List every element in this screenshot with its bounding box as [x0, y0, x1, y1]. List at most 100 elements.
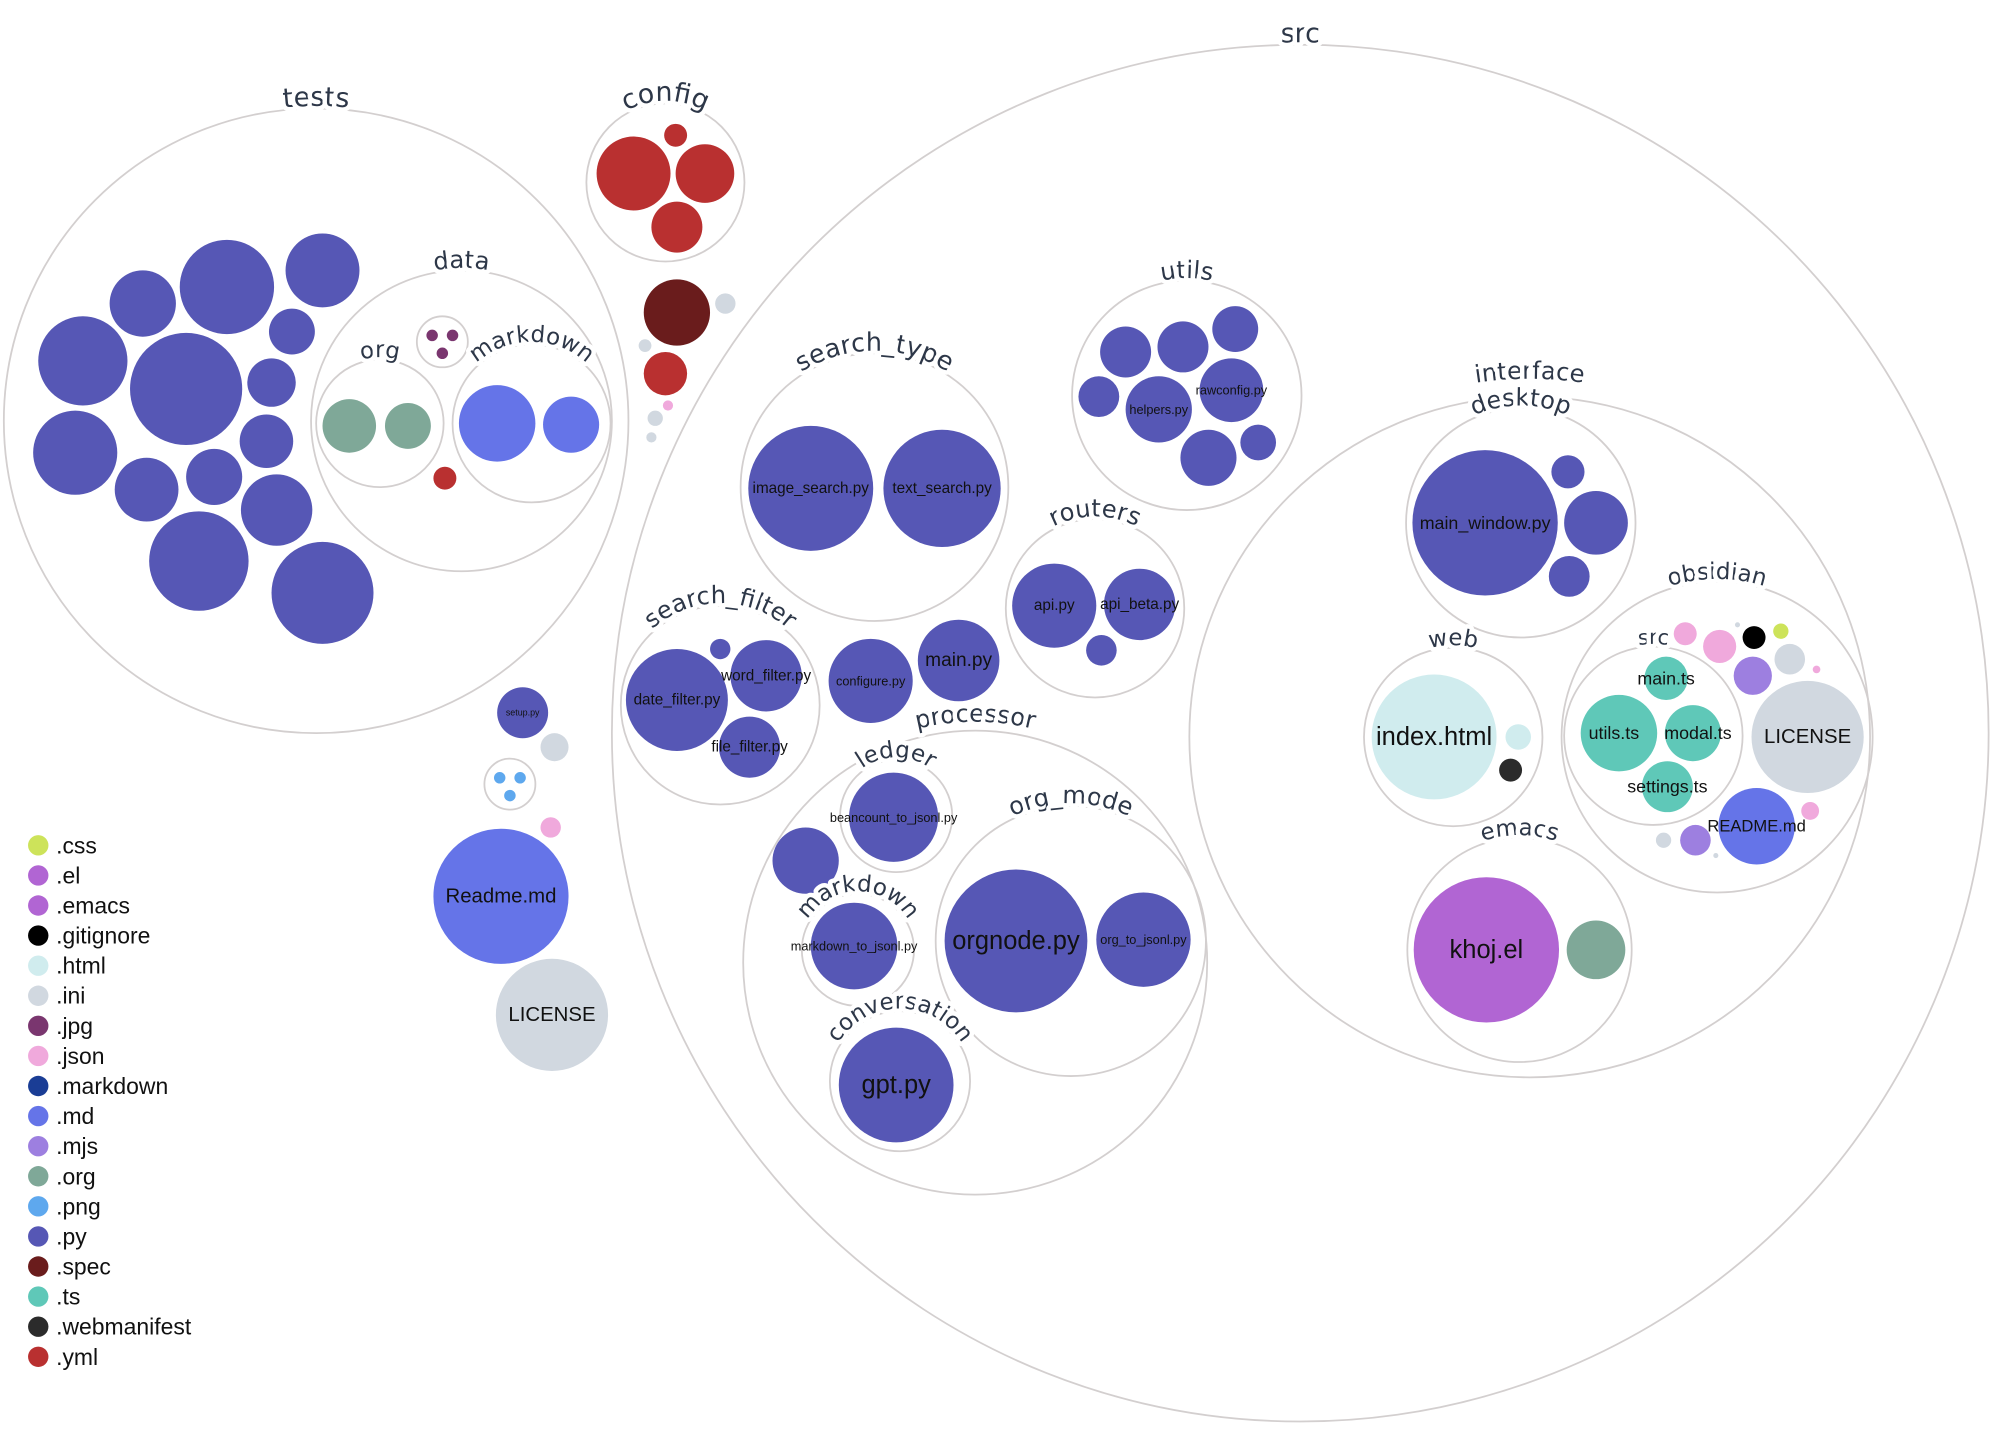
file-circle[interactable] [715, 293, 736, 314]
folder-circle[interactable] [610, 43, 1990, 1423]
file-circle[interactable] [514, 772, 526, 784]
file-circle[interactable] [1664, 705, 1721, 762]
file-circle[interactable] [109, 270, 176, 337]
folder-circle[interactable] [739, 352, 1010, 622]
file-circle[interactable] [239, 414, 294, 468]
folder-circle[interactable] [585, 102, 746, 263]
file-circle[interactable] [433, 466, 457, 490]
file-circle[interactable] [436, 347, 449, 360]
file-circle[interactable] [322, 399, 377, 453]
file-circle[interactable] [179, 239, 275, 335]
file-circle[interactable] [1212, 306, 1259, 352]
file-circle[interactable] [748, 425, 874, 551]
folder-circle[interactable] [1560, 580, 1874, 894]
folder-circle[interactable] [310, 269, 613, 573]
folder-circle[interactable] [1004, 518, 1186, 699]
file-circle[interactable] [730, 640, 802, 712]
file-circle[interactable] [426, 329, 438, 342]
file-circle[interactable] [647, 410, 663, 426]
file-circle[interactable] [810, 902, 898, 990]
file-circle[interactable] [543, 396, 600, 453]
file-circle[interactable] [1734, 622, 1741, 628]
folder-circle[interactable] [619, 604, 821, 806]
file-circle[interactable] [1240, 424, 1277, 461]
file-circle[interactable] [446, 329, 459, 342]
file-circle[interactable] [1713, 852, 1719, 859]
file-circle[interactable] [838, 1027, 954, 1143]
file-circle[interactable] [1012, 563, 1097, 648]
file-circle[interactable] [883, 429, 1001, 548]
file-circle[interactable] [1548, 555, 1590, 597]
folder-circle[interactable] [800, 892, 915, 1007]
file-circle[interactable] [1641, 761, 1693, 813]
file-circle[interactable] [638, 339, 652, 352]
file-circle[interactable] [1199, 358, 1264, 423]
file-circle[interactable] [828, 638, 913, 723]
file-circle[interactable] [1371, 674, 1497, 800]
file-circle[interactable] [1812, 665, 1821, 674]
file-circle[interactable] [540, 817, 561, 838]
file-circle[interactable] [271, 541, 374, 644]
file-circle[interactable] [1751, 680, 1864, 794]
file-circle[interactable] [268, 308, 315, 355]
file-circle[interactable] [247, 358, 296, 407]
file-circle[interactable] [662, 400, 674, 411]
file-circle[interactable] [114, 457, 179, 522]
file-circle[interactable] [1718, 787, 1795, 865]
file-circle[interactable] [493, 772, 506, 784]
file-circle[interactable] [675, 144, 735, 203]
file-circle[interactable] [1564, 490, 1628, 555]
file-circle[interactable] [1773, 623, 1789, 639]
folder-circle[interactable] [934, 804, 1207, 1077]
file-circle[interactable] [384, 402, 431, 449]
file-circle[interactable] [130, 332, 243, 446]
file-circle[interactable] [1157, 321, 1209, 373]
file-circle[interactable] [1680, 824, 1711, 856]
file-circle[interactable] [433, 828, 569, 964]
file-circle[interactable] [1180, 429, 1237, 486]
file-circle[interactable] [504, 789, 516, 802]
file-circle[interactable] [664, 123, 688, 147]
folder-circle[interactable] [415, 315, 469, 369]
file-circle[interactable] [186, 448, 243, 505]
file-circle[interactable] [1103, 568, 1176, 641]
folder-circle[interactable] [483, 757, 537, 811]
file-circle[interactable] [1412, 450, 1558, 596]
file-circle[interactable] [1703, 629, 1737, 664]
file-circle[interactable] [710, 638, 731, 660]
file-circle[interactable] [1580, 694, 1658, 772]
file-circle[interactable] [1096, 892, 1191, 987]
file-circle[interactable] [1801, 801, 1820, 820]
file-circle[interactable] [33, 410, 118, 495]
file-circle[interactable] [1733, 656, 1772, 695]
file-circle[interactable] [240, 474, 313, 546]
file-circle[interactable] [540, 733, 569, 762]
file-circle[interactable] [944, 869, 1088, 1013]
folder-circle[interactable] [1363, 646, 1544, 828]
file-circle[interactable] [917, 619, 1000, 702]
file-circle[interactable] [596, 136, 671, 211]
file-circle[interactable] [1566, 920, 1626, 980]
folder-circle[interactable] [1406, 836, 1633, 1063]
folder-circle[interactable] [742, 729, 1209, 1196]
file-circle[interactable] [1655, 832, 1672, 848]
file-circle[interactable] [1774, 643, 1806, 675]
file-circle[interactable] [495, 958, 609, 1071]
folder-circle[interactable] [2, 107, 630, 735]
folder-circle[interactable] [839, 759, 954, 873]
folder-circle[interactable] [828, 1010, 971, 1153]
file-circle[interactable] [1673, 622, 1697, 646]
folder-circle[interactable] [1071, 279, 1303, 511]
file-circle[interactable] [646, 432, 657, 443]
file-circle[interactable] [1499, 758, 1523, 782]
file-circle[interactable] [643, 279, 711, 346]
file-circle[interactable] [1413, 877, 1560, 1023]
file-circle[interactable] [643, 351, 688, 396]
file-circle[interactable] [497, 687, 549, 739]
file-circle[interactable] [848, 772, 939, 862]
folder-circle[interactable] [315, 358, 445, 489]
file-circle[interactable] [625, 649, 728, 751]
file-circle[interactable] [1100, 326, 1152, 378]
file-circle[interactable] [1078, 376, 1120, 418]
file-circle[interactable] [1742, 626, 1766, 650]
